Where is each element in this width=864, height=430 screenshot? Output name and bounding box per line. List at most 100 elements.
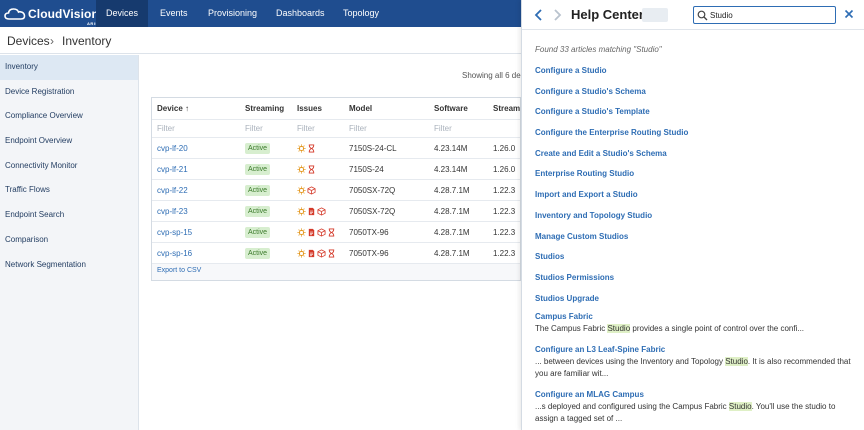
column-header-issues[interactable]: Issues — [297, 104, 322, 113]
hourglass-icon[interactable] — [327, 248, 336, 258]
article-result: Campus Fabric The Campus Fabric Studio p… — [535, 311, 855, 336]
inventory-table: Device ↑ Streaming Issues Model Software… — [151, 97, 521, 281]
device-link[interactable]: cvp-lf-20 — [157, 143, 188, 153]
model-cell: 7050TX-96 — [349, 227, 389, 237]
table-row: cvp-lf-21 Active 7150S-24 4.23.14M 1.26.… — [152, 159, 520, 180]
export-csv-link[interactable]: Export to CSV — [157, 267, 202, 274]
article-link[interactable]: Configure a Studio — [535, 66, 607, 75]
back-arrow-icon[interactable] — [532, 7, 546, 23]
column-header-device[interactable]: Device ↑ — [157, 104, 190, 113]
article-link[interactable]: Studios Upgrade — [535, 293, 600, 303]
breadcrumb-devices[interactable]: Devices — [7, 34, 50, 48]
table-footer: Export to CSV — [152, 264, 520, 280]
sidebar-item-compliance-overview[interactable]: Compliance Overview — [5, 111, 83, 121]
help-search-input[interactable] — [710, 8, 830, 22]
article-result: Configure an L3 Leaf-Spine Fabric ... be… — [535, 344, 855, 381]
article-link[interactable]: Manage Custom Studios — [535, 231, 629, 241]
table-row: cvp-lf-23 Active 7050SX-72Q 4.28.7.1M 1.… — [152, 201, 520, 222]
sun-warning-icon[interactable] — [297, 248, 306, 258]
status-badge: Active — [245, 247, 271, 259]
article-link[interactable]: Studios Permissions — [535, 272, 615, 282]
document-icon[interactable] — [307, 249, 316, 258]
forward-arrow-icon[interactable] — [550, 7, 564, 23]
table-filter-row: Filter Filter Filter Filter Filter — [152, 120, 520, 138]
filter-input-streaming[interactable]: Filter — [245, 124, 263, 133]
article-link[interactable]: Configure a Studio's Template — [535, 107, 650, 117]
filter-input-device[interactable]: Filter — [157, 124, 175, 133]
sun-warning-icon[interactable] — [297, 164, 306, 174]
sun-warning-icon[interactable] — [297, 185, 306, 195]
status-badge: Active — [245, 142, 271, 154]
device-link[interactable]: cvp-sp-15 — [157, 227, 193, 237]
filter-input-model[interactable]: Filter — [349, 124, 367, 133]
filter-input-software[interactable]: Filter — [434, 124, 452, 133]
column-header-streamer[interactable]: Stream — [493, 104, 521, 113]
search-highlight: Studio — [725, 356, 748, 366]
help-header: Help Center — [522, 0, 864, 30]
table-row: cvp-sp-16 Active 7050TX-96 4.28.7.1M 1.2… — [152, 243, 520, 264]
hourglass-icon[interactable] — [307, 164, 316, 174]
article-link[interactable]: Studios — [535, 252, 565, 262]
sidebar-item-network-segmentation[interactable]: Network Segmentation — [5, 259, 86, 269]
filter-input-issues[interactable]: Filter — [297, 124, 315, 133]
sidebar-item-inventory[interactable]: Inventory — [0, 55, 138, 80]
software-cell: 4.28.7.1M — [434, 206, 470, 216]
article-link[interactable]: Inventory and Topology Studio — [535, 210, 653, 220]
article-link[interactable]: Create and Edit a Studio's Schema — [535, 148, 667, 158]
article-link[interactable]: Configure an MLAG Campus — [535, 389, 644, 399]
streamer-cell: 1.26.0 — [493, 164, 516, 174]
software-cell: 4.23.14M — [434, 143, 468, 153]
article-link[interactable]: Import and Export a Studio — [535, 190, 638, 200]
close-icon[interactable] — [843, 8, 855, 20]
article-link[interactable]: Configure the Enterprise Routing Studio — [535, 128, 689, 138]
sun-warning-icon[interactable] — [297, 143, 306, 153]
issues-icons — [297, 201, 347, 221]
column-header-software[interactable]: Software — [434, 104, 468, 113]
table-row: cvp-sp-15 Active 7050TX-96 4.28.7.1M 1.2… — [152, 222, 520, 243]
sidebar-item-endpoint-overview[interactable]: Endpoint Overview — [5, 136, 73, 146]
sidebar-item-endpoint-search[interactable]: Endpoint Search — [5, 210, 65, 220]
help-search-field[interactable] — [693, 6, 836, 24]
showing-count-text: Showing all 6 de — [462, 71, 521, 80]
article-link[interactable]: Enterprise Routing Studio — [535, 169, 635, 179]
document-icon[interactable] — [307, 228, 316, 237]
device-link[interactable]: cvp-lf-23 — [157, 206, 188, 216]
chevron-right-icon: › — [50, 34, 54, 48]
nav-events[interactable]: Events — [160, 8, 188, 18]
column-header-streaming[interactable]: Streaming — [245, 104, 285, 113]
article-link[interactable]: Campus Fabric — [535, 312, 593, 322]
article-link[interactable]: Configure an L3 Leaf-Spine Fabric — [535, 344, 666, 354]
nav-topology[interactable]: Topology — [343, 8, 380, 18]
device-link[interactable]: cvp-lf-21 — [157, 164, 188, 174]
streamer-cell: 1.22.3 — [493, 227, 516, 237]
nav-dashboards[interactable]: Dashboards — [276, 8, 325, 18]
cube-icon[interactable] — [317, 206, 326, 216]
sidebar-item-connectivity-monitor[interactable]: Connectivity Monitor — [5, 160, 78, 170]
search-results-count: Found 33 articles matching "Studio" — [535, 45, 662, 54]
cube-icon[interactable] — [317, 248, 326, 258]
cube-icon[interactable] — [307, 185, 316, 195]
article-result: Configure an MLAG Campus ...s deployed a… — [535, 389, 855, 426]
hourglass-icon[interactable] — [327, 227, 336, 237]
sidebar-item-device-registration[interactable]: Device Registration — [5, 86, 75, 96]
status-badge: Active — [245, 184, 271, 196]
issues-icons — [297, 243, 347, 263]
sun-warning-icon[interactable] — [297, 227, 306, 237]
device-link[interactable]: cvp-lf-22 — [157, 185, 188, 195]
sidebar-item-traffic-flows[interactable]: Traffic Flows — [5, 185, 50, 195]
device-link[interactable]: cvp-sp-16 — [157, 248, 193, 258]
nav-devices[interactable]: Devices — [96, 0, 149, 27]
hourglass-icon[interactable] — [307, 143, 316, 153]
sun-warning-icon[interactable] — [297, 206, 306, 216]
cloudvision-logo[interactable]: CloudVision ARISTA — [4, 4, 104, 26]
article-link[interactable]: Configure a Studio's Schema — [535, 86, 646, 96]
cube-icon[interactable] — [317, 227, 326, 237]
search-highlight: Studio — [607, 324, 631, 334]
document-icon[interactable] — [307, 207, 316, 216]
nav-provisioning[interactable]: Provisioning — [208, 8, 258, 18]
model-cell: 7050SX-72Q — [349, 185, 396, 195]
column-header-model[interactable]: Model — [349, 104, 373, 113]
cloud-icon — [4, 8, 26, 20]
help-center-panel: Help Center Found 33 articles matching "… — [521, 0, 864, 430]
sidebar-item-comparison[interactable]: Comparison — [5, 234, 49, 244]
